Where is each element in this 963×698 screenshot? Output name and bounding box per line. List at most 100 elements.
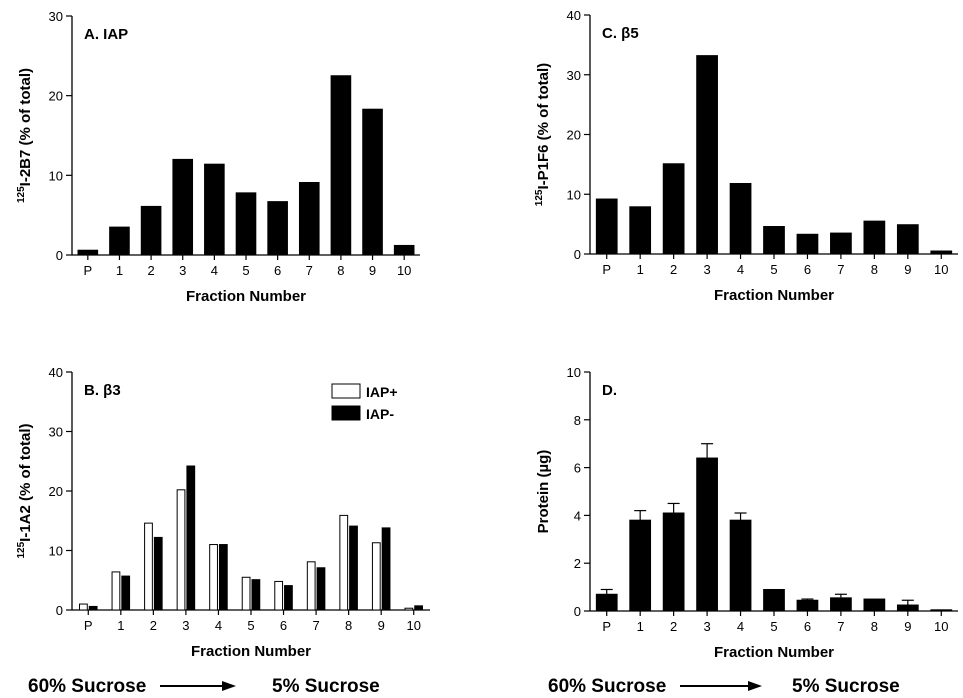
panel-title: C. β5 [602,25,639,42]
bar-iap-minus [381,527,391,611]
sucrose-start-label: 60% Sucrose [28,676,146,697]
bar [629,519,652,612]
bar [235,192,257,256]
sucrose-start-label: 60% Sucrose [548,676,666,697]
y-axis-label: 125I-1A2 (% of total) [16,423,34,558]
bar-iap-plus [209,544,218,611]
bar [796,233,819,255]
bar-iap-plus [176,489,186,611]
x-tick-label: 3 [703,619,710,634]
bar-iap-plus [306,561,316,611]
x-tick-label: 8 [337,263,344,278]
sucrose-gradient-right: 60% Sucrose 5% Sucrose [548,676,900,697]
x-tick-label: 2 [150,618,157,633]
bar [298,182,320,256]
bar [796,599,819,612]
y-tick-label: 40 [49,365,63,380]
bar [662,512,685,612]
bar [930,609,953,612]
x-tick-label: P [84,618,93,633]
bar-iap-minus [414,605,423,611]
y-tick-label: 30 [49,425,63,440]
x-tick-label: 10 [934,619,948,634]
y-axis-label: 125I-2B7 (% of total) [16,68,34,203]
x-tick-label: 7 [312,618,319,633]
y-axis-label-text: I-P1F6 (% of total) [535,63,552,190]
y-tick-label: 30 [567,68,581,83]
bar [729,519,752,612]
y-tick-label: 0 [574,247,581,262]
legend-label: IAP+ [366,384,398,400]
x-axis-label: Fraction Number [186,288,306,305]
sucrose-end-label: 5% Sucrose [792,676,900,697]
panel-title: B. β3 [84,382,121,399]
bar-iap-minus [218,544,228,611]
bar [595,198,618,255]
sucrose-gradient-left: 60% Sucrose 5% Sucrose [28,676,380,697]
x-tick-label: 4 [215,618,222,633]
x-tick-label: 7 [837,619,844,634]
y-axis-label-text: Protein (µg) [535,450,552,534]
y-tick-label: 20 [49,484,63,499]
panel-a: 0 10 20 30 P 1 2 3 4 5 6 7 8 9 10 A. IAP Fraction Number… [16,9,420,305]
bar [830,232,852,255]
bar-iap-minus [88,605,98,611]
x-tick-label: 2 [147,263,154,278]
y-axis-label-superscript: 125 [16,186,27,203]
y-axis-label-superscript: 125 [16,541,27,558]
bar-iap-plus [111,571,121,611]
x-tick-label: 6 [804,619,811,634]
y-tick-label: 0 [56,603,63,618]
x-tick-label: 1 [116,263,123,278]
y-tick-label: 6 [574,461,581,476]
x-tick-label: 3 [179,263,186,278]
y-axis-label: 125I-P1F6 (% of total) [534,63,552,206]
panel-b: 0 10 20 30 40 P 1 2 3 4 5 6 7 8 9 10 B. β3 Fraction Numbe… [16,365,430,660]
y-axis-label-text: I-2B7 (% of total) [17,68,34,186]
bar-iap-minus [153,536,163,611]
x-tick-label: 10 [406,618,420,633]
y-tick-label: 20 [567,128,581,143]
x-tick-label: 1 [117,618,124,633]
x-tick-label: P [602,262,611,277]
gradient-arrow-head [222,681,236,691]
x-tick-label: 6 [274,263,281,278]
y-tick-label: 4 [574,508,581,523]
x-tick-label: 8 [871,619,878,634]
x-tick-label: 2 [670,619,677,634]
bar [863,220,886,255]
sucrose-end-label: 5% Sucrose [272,676,380,697]
bar [109,226,130,256]
x-tick-label: 5 [247,618,254,633]
x-tick-label: 9 [904,262,911,277]
bar [629,206,652,255]
bar [204,163,225,256]
bar-iap-plus [274,580,284,611]
x-axis-label: Fraction Number [714,644,834,661]
bar [362,108,383,256]
bar [172,158,194,256]
x-tick-label: 3 [182,618,189,633]
panel-d: 0 2 4 6 8 10 P 1 2 3 4 5 6 7 8 9 10 D. Fraction Number Prot… [535,365,958,661]
y-tick-label: 10 [49,544,63,559]
x-tick-label: P [83,263,92,278]
bar [863,598,886,612]
bar [763,588,785,612]
x-tick-label: 9 [378,618,385,633]
x-tick-label: 8 [345,618,352,633]
x-tick-label: 6 [804,262,811,277]
y-tick-label: 10 [567,365,581,380]
bar [830,597,852,612]
bar [330,75,352,256]
bar-iap-minus [349,525,358,611]
x-axis-label: Fraction Number [191,643,311,660]
bar-iap-minus [186,465,196,611]
bar [896,224,919,255]
x-tick-label: 9 [904,619,911,634]
y-tick-label: 0 [574,604,581,619]
x-axis-label: Fraction Number [714,287,834,304]
y-tick-label: 0 [56,248,63,263]
bar [763,226,785,255]
bar [77,249,99,256]
